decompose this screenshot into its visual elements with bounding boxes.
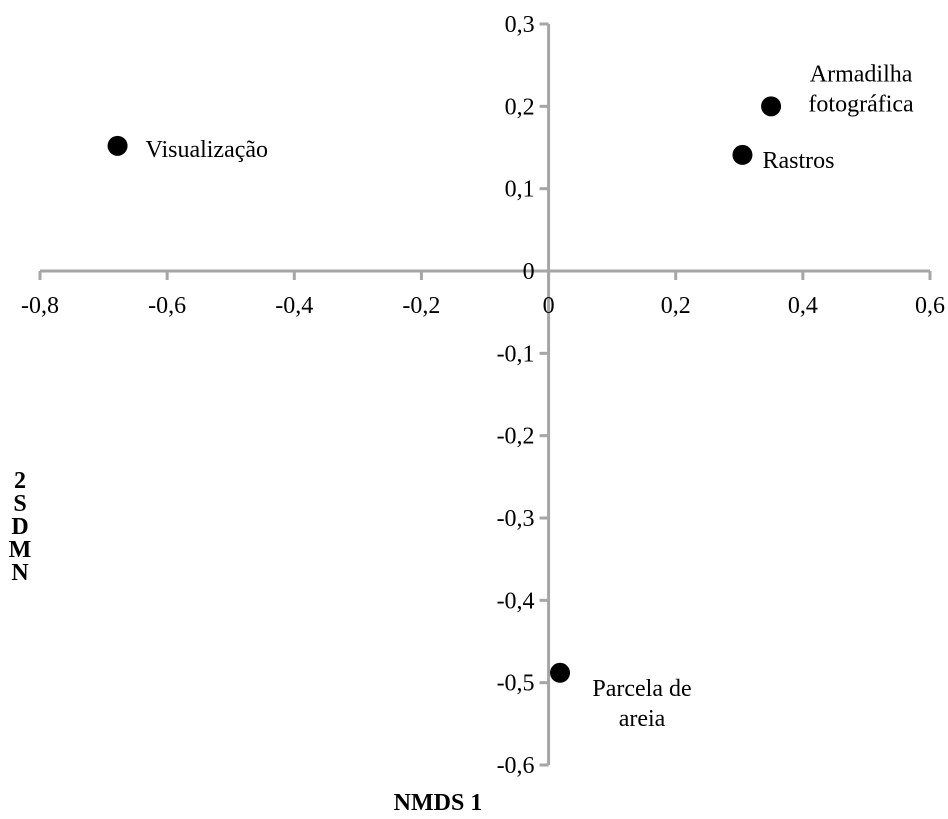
data-point <box>550 662 571 683</box>
point-label: fotográfica <box>808 91 914 117</box>
data-point <box>761 96 782 117</box>
y-tick-label: -0,6 <box>497 753 535 779</box>
data-points: Armadilha fotográfica Rastros Visualização P… <box>107 61 914 732</box>
x-tick-label: 0,6 <box>915 293 945 319</box>
x-tick-label: 0,2 <box>661 293 691 319</box>
y-tick-label: -0,1 <box>497 341 535 367</box>
data-point <box>732 144 753 165</box>
y-tick-label: -0,2 <box>497 424 535 450</box>
x-tick-label: -0,6 <box>148 293 186 319</box>
point-label: Rastros <box>762 148 834 174</box>
y-tick-label: -0,4 <box>497 588 535 614</box>
x-axis-title: NMDS 1 <box>394 790 483 816</box>
data-point <box>107 135 128 156</box>
ticks: -0,8 -0,6 -0,4 -0,2 0 0,2 0,4 0,6 0,3 0,2 0,1 0 -0,1… <box>21 12 945 779</box>
x-tick-label: 0,4 <box>788 293 818 319</box>
y-tick-label: -0,5 <box>497 671 535 697</box>
point-label: Parcela de <box>592 676 691 702</box>
x-tick-label: -0,4 <box>275 293 313 319</box>
point-label: Armadilha <box>810 61 913 87</box>
y-tick-label: 0,2 <box>505 94 535 120</box>
axes <box>40 24 930 765</box>
y-tick-label: 0 <box>523 259 535 285</box>
y-tick-label: -0,3 <box>497 506 535 532</box>
y-tick-label: 0,3 <box>505 12 535 38</box>
x-tick-label: 0 <box>543 293 555 319</box>
x-tick-label: -0,8 <box>21 293 59 319</box>
point-label: areia <box>619 706 666 732</box>
x-tick-label: -0,2 <box>402 293 440 319</box>
point-label: Visualização <box>146 137 268 163</box>
y-tick-label: 0,1 <box>505 177 535 203</box>
